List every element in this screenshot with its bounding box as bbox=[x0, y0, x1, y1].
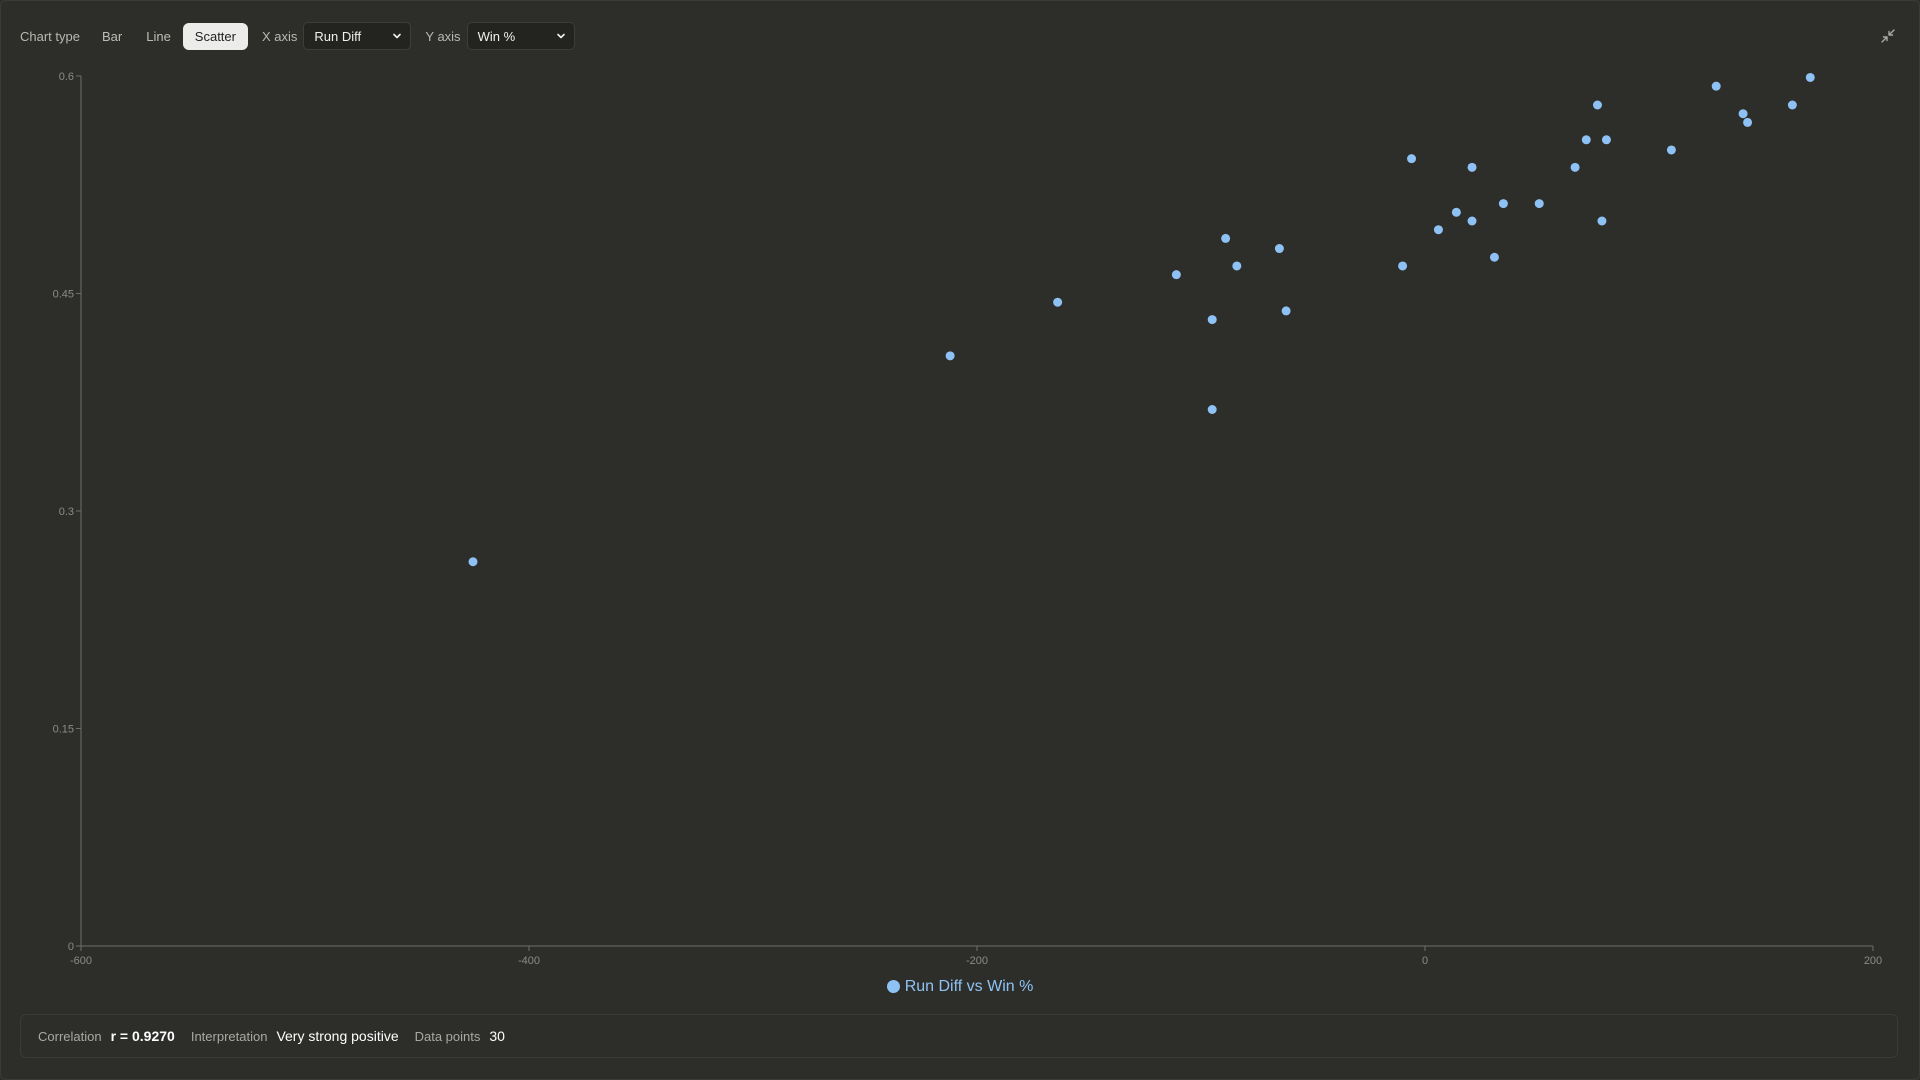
x-axis-label: X axis bbox=[261, 28, 298, 44]
y-tick-label: 0.3 bbox=[59, 506, 74, 518]
y-tick-label: 0.15 bbox=[53, 724, 74, 736]
scatter-point bbox=[1666, 145, 1676, 155]
x-tick-label: -400 bbox=[518, 955, 540, 967]
x-axis-select[interactable]: Run Diff bbox=[303, 22, 412, 50]
scatter-point bbox=[1743, 117, 1753, 127]
scatter-point bbox=[1534, 199, 1544, 209]
scatter-point bbox=[1053, 297, 1063, 307]
chart-type-scatter-button[interactable]: Scatter bbox=[182, 22, 248, 50]
stats-bar: Correlation r = 0.9270 Interpretation Ve… bbox=[20, 1014, 1898, 1058]
scatter-point bbox=[1738, 109, 1748, 119]
scatter-point bbox=[1274, 244, 1284, 254]
scatter-point bbox=[1711, 81, 1721, 91]
interpretation-label: Interpretation bbox=[190, 1028, 268, 1044]
chart-legend[interactable]: Run Diff vs Win % bbox=[0, 978, 1920, 996]
scatter-point bbox=[1581, 135, 1591, 145]
scatter-point bbox=[1467, 162, 1477, 172]
scatter-point bbox=[1592, 100, 1602, 110]
y-tick-label: 0 bbox=[68, 941, 74, 953]
scatter-point bbox=[1451, 207, 1461, 217]
chart-type-bar-button[interactable]: Bar bbox=[90, 23, 134, 50]
scatter-point bbox=[1597, 216, 1607, 226]
x-tick-label: -200 bbox=[966, 955, 988, 967]
scatter-point bbox=[1570, 162, 1580, 172]
scatter-point bbox=[1467, 216, 1477, 226]
y-axis-select-value: Win % bbox=[477, 28, 516, 44]
correlation-value: r = 0.9270 bbox=[110, 1028, 175, 1044]
data-points-value: 30 bbox=[489, 1028, 505, 1044]
chevron-down-icon bbox=[393, 33, 402, 39]
chart-type-label: Chart type bbox=[20, 28, 80, 44]
scatter-point bbox=[1433, 225, 1443, 235]
legend-marker bbox=[886, 980, 900, 993]
scatter-point bbox=[1171, 270, 1181, 280]
legend-label: Run Diff vs Win % bbox=[904, 978, 1034, 995]
scatter-point bbox=[1601, 135, 1611, 145]
x-tick-label: 0 bbox=[1422, 955, 1428, 967]
collapse-icon[interactable] bbox=[1878, 26, 1898, 46]
interpretation-value: Very strong positive bbox=[276, 1028, 399, 1044]
scatter-point bbox=[1407, 154, 1417, 164]
scatter-point bbox=[1787, 100, 1797, 110]
y-tick-label: 0.45 bbox=[53, 289, 74, 301]
scatter-point bbox=[1498, 199, 1508, 209]
scatter-point bbox=[1232, 261, 1242, 271]
x-tick-label: -600 bbox=[70, 955, 92, 967]
scatter-point bbox=[468, 557, 478, 567]
scatter-chart: 0 0.15 0.3 0.45 0.6 -600 -400 -200 0 200 bbox=[53, 71, 1883, 967]
y-tick-label: 0.6 bbox=[59, 71, 74, 83]
x-tick-label: 200 bbox=[1864, 955, 1882, 967]
scatter-point bbox=[1281, 306, 1291, 316]
correlation-label: Correlation bbox=[38, 1028, 102, 1044]
scatter-point bbox=[1207, 405, 1217, 414]
y-axis-select[interactable]: Win % bbox=[466, 22, 575, 50]
data-points-label: Data points bbox=[414, 1028, 481, 1044]
scatter-point bbox=[1398, 261, 1408, 271]
scatter-point bbox=[1805, 72, 1815, 82]
x-axis-select-value: Run Diff bbox=[314, 28, 362, 44]
scatter-point bbox=[1489, 252, 1499, 262]
chart-type-line-button[interactable]: Line bbox=[134, 23, 183, 50]
scatter-point bbox=[945, 351, 955, 361]
y-axis-label: Y axis bbox=[425, 28, 461, 44]
chevron-down-icon bbox=[556, 33, 565, 39]
chart-toolbar: Chart type Bar Line Scatter X axis Run D… bbox=[20, 22, 575, 50]
scatter-point bbox=[1207, 315, 1217, 325]
scatter-point bbox=[1221, 233, 1231, 243]
